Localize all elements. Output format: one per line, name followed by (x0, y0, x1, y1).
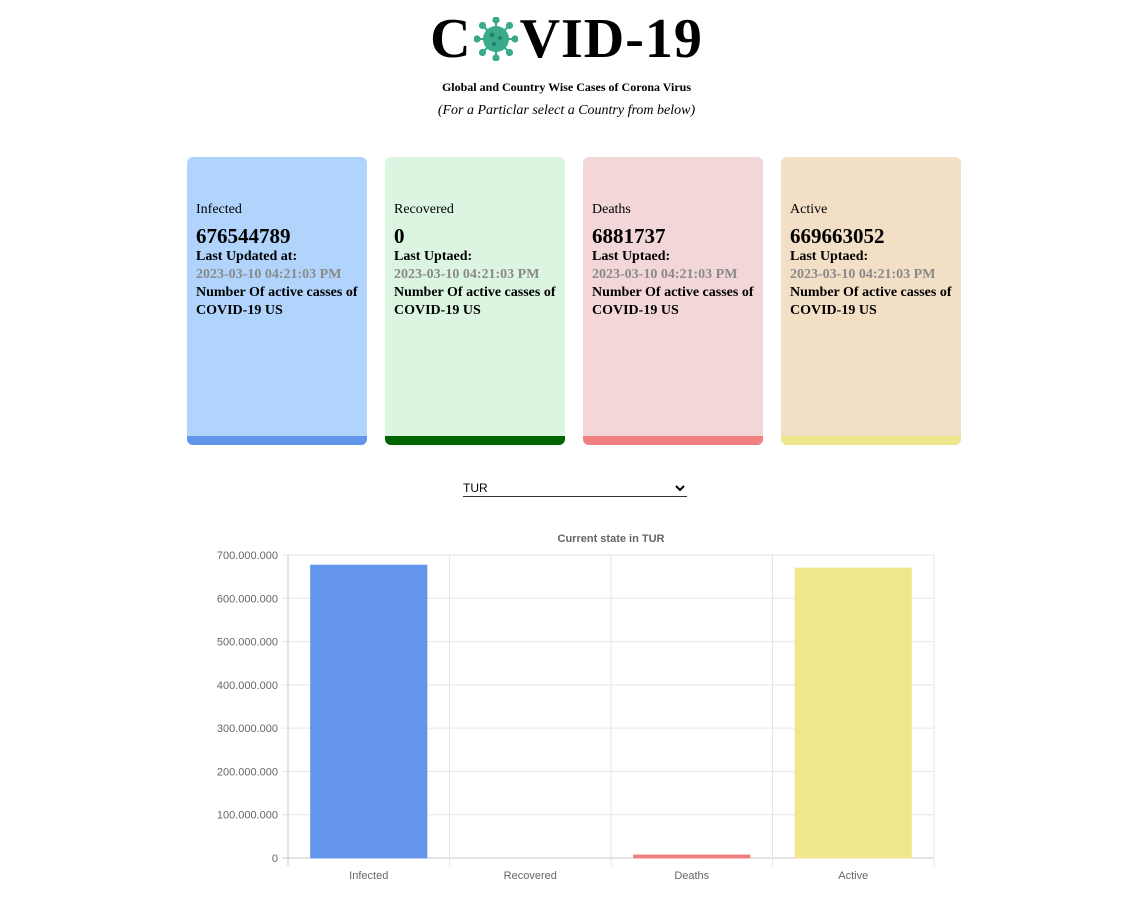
card-description: Number Of active casses of COVID-19 US (196, 285, 358, 318)
y-tick-label: 600.000.000 (217, 593, 278, 605)
y-tick-label: 700.000.000 (217, 550, 278, 562)
card-color-bar (781, 436, 961, 445)
card-color-bar (583, 436, 763, 445)
page-subtitle: Global and Country Wise Cases of Corona … (441, 80, 692, 94)
card-updated-value: 2023-03-10 04:21:03 PM (790, 267, 936, 282)
card-description: Number Of active casses of COVID-19 US (790, 285, 952, 318)
card-updated-value: 2023-03-10 04:21:03 PM (592, 267, 738, 282)
stats-cards: Infected 676544789 Last Updated at: 2023… (187, 157, 961, 445)
card-deaths: Deaths 6881737 Last Uptaed: 2023-03-10 0… (583, 157, 763, 445)
card-title: Deaths (592, 202, 631, 217)
card-title: Recovered (394, 202, 454, 217)
chart-svg: Current state in TUR 0 100.000.000 200.000.… (217, 533, 935, 882)
card-number: 6881737 (592, 224, 666, 248)
bar-active (794, 567, 912, 859)
card-updated-value: 2023-03-10 04:21:03 PM (394, 267, 540, 282)
y-tick-label: 0 (272, 853, 278, 865)
bar-deaths (633, 854, 751, 859)
y-tick-label: 500.000.000 (217, 637, 278, 649)
y-tick-label: 100.000.000 (217, 810, 278, 822)
card-color-bar (385, 436, 565, 445)
card-updated-label: Last Uptaed: (394, 249, 473, 264)
cases-bar-chart: Current state in TUR 0 100.000.000 200.000.… (200, 525, 945, 895)
chart-title: Current state in TUR (558, 533, 665, 545)
card-title: Active (790, 202, 828, 217)
logo-text-end: VID-19 (519, 8, 703, 70)
x-tick-label: Deaths (674, 870, 709, 882)
country-select[interactable]: TUR (463, 480, 687, 497)
logo-text-start: C (430, 8, 472, 70)
x-tick-label: Active (838, 870, 868, 882)
x-tick-label: Infected (349, 870, 388, 882)
x-tick-label: Recovered (504, 870, 557, 882)
card-updated-label: Last Updated at: (196, 249, 298, 264)
card-recovered: Recovered 0 Last Uptaed: 2023-03-10 04:2… (385, 157, 565, 445)
card-updated-value: 2023-03-10 04:21:03 PM (196, 267, 342, 282)
card-color-bar (187, 436, 367, 445)
chevron-down-icon (675, 485, 685, 492)
logo: C (0, 8, 1133, 70)
card-infected: Infected 676544789 Last Updated at: 2023… (187, 157, 367, 445)
card-description: Number Of active casses of COVID-19 US (592, 285, 754, 318)
virus-icon (473, 17, 518, 61)
logo-text: C (430, 11, 703, 67)
card-description: Number Of active casses of COVID-19 US (394, 285, 556, 318)
card-number: 669663052 (790, 224, 885, 248)
card-active: Active 669663052 Last Uptaed: 2023-03-10… (781, 157, 961, 445)
card-title: Infected (196, 202, 242, 217)
select-hint: (For a Particlar select a Country from b… (437, 103, 696, 118)
card-number: 676544789 (196, 224, 291, 248)
bar-infected (310, 564, 428, 859)
country-select-value: TUR (463, 481, 488, 495)
y-tick-label: 300.000.000 (217, 723, 278, 735)
y-tick-label: 400.000.000 (217, 680, 278, 692)
card-number: 0 (394, 224, 405, 248)
y-tick-label: 200.000.000 (217, 766, 278, 778)
card-updated-label: Last Uptaed: (592, 249, 671, 264)
card-updated-label: Last Uptaed: (790, 249, 869, 264)
